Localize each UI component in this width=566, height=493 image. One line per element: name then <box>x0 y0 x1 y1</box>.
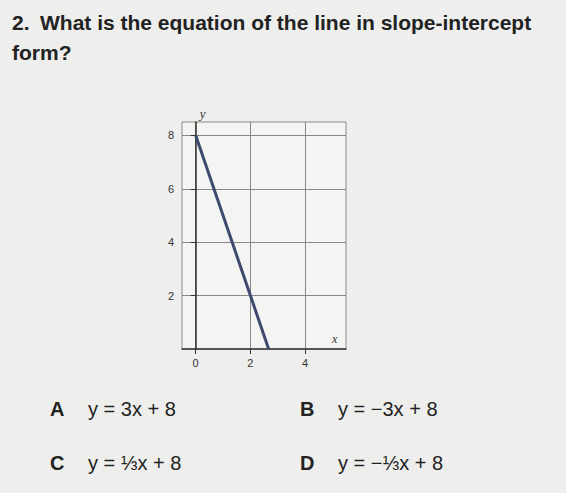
svg-text:4: 4 <box>168 236 174 248</box>
html-text:y = 3x + 8: y = 3x + 8 <box>88 398 176 420</box>
svg-text:8: 8 <box>168 129 174 141</box>
html-text:A: A <box>50 398 65 420</box>
html-text:y = −3x + 8: y = −3x + 8 <box>338 398 438 420</box>
html-text:D: D <box>300 452 315 474</box>
svg-text:0: 0 <box>193 357 199 369</box>
html-text:2.: 2. <box>12 11 30 34</box>
html-text:y = −⅓x + 8: y = −⅓x + 8 <box>338 452 444 474</box>
svg-text:x: x <box>331 332 338 346</box>
svg-text:2: 2 <box>247 357 253 369</box>
svg-text:y: y <box>198 106 206 121</box>
html-text:C: C <box>50 452 65 474</box>
svg-text:2: 2 <box>168 290 174 302</box>
html-text:What is the equation of the li: What is the equation of the line in slop… <box>12 11 532 64</box>
html-text:y = ⅓x + 8: y = ⅓x + 8 <box>88 452 182 474</box>
svg-text:6: 6 <box>168 183 174 195</box>
html-text:B: B <box>300 398 315 420</box>
svg-text:4: 4 <box>302 357 308 369</box>
